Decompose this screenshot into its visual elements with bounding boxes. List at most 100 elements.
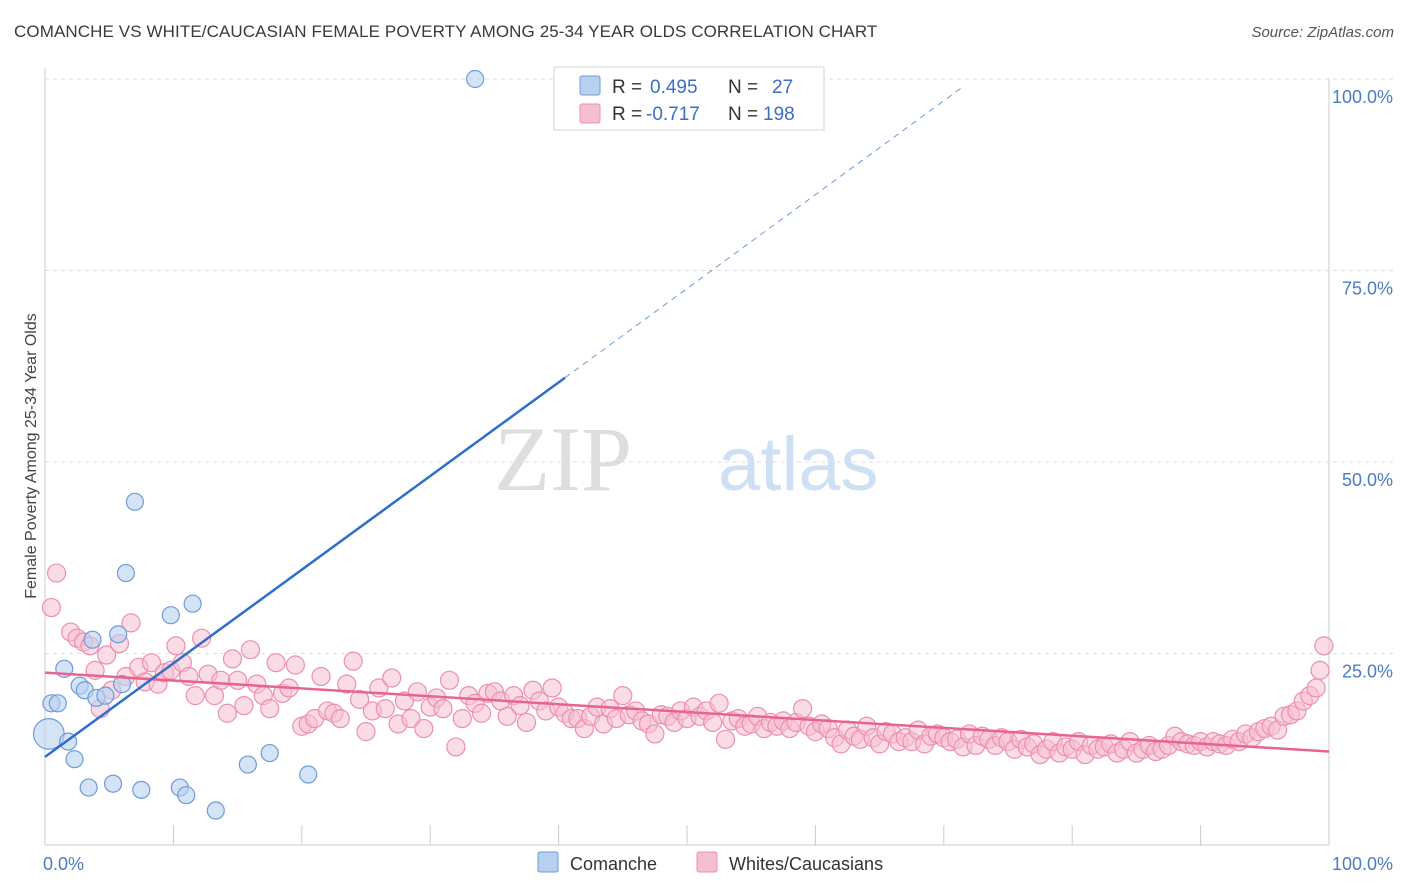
bottom-legend-whites: Whites/Caucasians bbox=[729, 854, 883, 874]
bottom-legend-comanche: Comanche bbox=[570, 854, 657, 874]
point-comanche bbox=[260, 743, 279, 763]
point-whites-caucasians bbox=[141, 653, 162, 673]
point-whites-caucasians bbox=[228, 670, 248, 690]
trend-line-comanche bbox=[44, 376, 566, 758]
point-whites-caucasians bbox=[433, 699, 453, 719]
point-whites-caucasians bbox=[414, 718, 434, 739]
axes bbox=[44, 68, 1330, 846]
point-whites-caucasians bbox=[516, 712, 537, 733]
point-whites-caucasians bbox=[330, 709, 350, 729]
legend-r-label-comanche: R = bbox=[612, 77, 642, 98]
point-whites-caucasians bbox=[41, 597, 62, 618]
point-whites-caucasians bbox=[709, 693, 729, 713]
point-comanche bbox=[112, 675, 132, 694]
point-comanche bbox=[48, 694, 67, 713]
point-comanche bbox=[96, 686, 115, 705]
point-whites-caucasians bbox=[613, 686, 633, 706]
point-whites-caucasians bbox=[497, 706, 517, 726]
chart-title: COMANCHE VS WHITE/CAUCASIAN FEMALE POVER… bbox=[14, 22, 878, 41]
point-whites-caucasians bbox=[121, 613, 141, 633]
point-comanche bbox=[65, 750, 84, 769]
point-comanche bbox=[103, 774, 123, 793]
point-whites-caucasians bbox=[266, 653, 286, 673]
trend-line-whites-caucasians bbox=[44, 671, 1330, 753]
point-whites-caucasians bbox=[452, 709, 472, 729]
y-tick-label: 100.0% bbox=[1332, 87, 1393, 107]
point-whites-caucasians bbox=[382, 668, 402, 688]
point-comanche bbox=[125, 492, 144, 511]
point-comanche bbox=[109, 625, 128, 644]
point-whites-caucasians bbox=[1306, 678, 1326, 698]
comanche-points bbox=[32, 69, 485, 820]
legend-r-label-whites: R = bbox=[612, 104, 642, 125]
point-whites-caucasians bbox=[234, 695, 254, 716]
point-whites-caucasians bbox=[356, 722, 376, 742]
point-whites-caucasians bbox=[645, 724, 665, 744]
watermark-zip: ZIP bbox=[494, 408, 632, 510]
grid-lines bbox=[45, 78, 1394, 654]
legend-n-value-whites: 198 bbox=[763, 104, 795, 125]
point-whites-caucasians bbox=[260, 699, 280, 719]
watermark-atlas: atlas bbox=[718, 422, 879, 507]
tick-labels: 25.0% 50.0% 75.0% 100.0% 0.0% 100.0% bbox=[43, 87, 1393, 874]
point-whites-caucasians bbox=[97, 645, 117, 665]
point-comanche bbox=[161, 606, 180, 625]
point-comanche bbox=[177, 786, 196, 805]
point-whites-caucasians bbox=[703, 712, 723, 733]
point-whites-caucasians bbox=[407, 682, 427, 702]
bottom-legend-swatch-comanche bbox=[537, 851, 559, 873]
point-comanche bbox=[132, 780, 151, 799]
source-label: Source: ZipAtlas.com bbox=[1251, 24, 1394, 41]
point-comanche bbox=[206, 801, 225, 820]
y-tick-label: 75.0% bbox=[1342, 279, 1393, 299]
y-tick-label: 25.0% bbox=[1342, 662, 1393, 682]
trend-lines bbox=[44, 86, 1330, 758]
point-whites-caucasians bbox=[185, 686, 205, 706]
legend-r-value-comanche: 0.495 bbox=[650, 77, 698, 98]
legend-n-label-whites: N = bbox=[728, 104, 758, 125]
legend-r-value-whites: -0.717 bbox=[646, 104, 700, 125]
point-whites-caucasians bbox=[311, 666, 331, 687]
point-whites-caucasians bbox=[349, 689, 370, 710]
point-comanche bbox=[299, 765, 318, 784]
point-whites-caucasians bbox=[1314, 636, 1334, 656]
point-whites-caucasians bbox=[542, 678, 562, 698]
watermark: ZIP atlas bbox=[494, 408, 879, 510]
point-whites-caucasians bbox=[217, 703, 237, 723]
point-whites-caucasians bbox=[715, 729, 736, 749]
top-legend: R = 0.495 N = 27 R = -0.717 N = 198 bbox=[553, 66, 825, 131]
legend-swatch-comanche bbox=[579, 75, 601, 96]
point-whites-caucasians bbox=[1310, 660, 1330, 680]
point-whites-caucasians bbox=[211, 670, 231, 690]
point-comanche bbox=[238, 755, 257, 774]
trend-line-comanche-extension bbox=[564, 86, 964, 379]
point-whites-caucasians bbox=[337, 674, 357, 694]
point-whites-caucasians bbox=[446, 737, 466, 757]
point-whites-caucasians bbox=[401, 709, 421, 729]
point-whites-caucasians bbox=[222, 649, 243, 669]
point-whites-caucasians bbox=[192, 628, 212, 648]
point-comanche bbox=[83, 630, 102, 649]
y-axis-label: Female Poverty Among 25-34 Year Olds bbox=[23, 313, 40, 599]
point-whites-caucasians bbox=[439, 670, 460, 690]
point-whites-caucasians bbox=[510, 695, 530, 716]
point-whites-caucasians bbox=[240, 640, 261, 660]
y-tick-label: 50.0% bbox=[1342, 470, 1393, 490]
bottom-legend-swatch-whites bbox=[696, 851, 718, 873]
point-whites-caucasians bbox=[166, 636, 186, 656]
point-whites-caucasians bbox=[792, 699, 813, 719]
point-whites-caucasians bbox=[46, 563, 67, 583]
point-whites-caucasians bbox=[343, 651, 363, 671]
whites-caucasians-points bbox=[41, 563, 1334, 765]
legend-n-value-comanche: 27 bbox=[772, 77, 793, 98]
point-comanche bbox=[116, 563, 135, 583]
point-comanche bbox=[183, 594, 202, 613]
legend-n-label-comanche: N = bbox=[728, 77, 758, 98]
x-tick-label-min: 0.0% bbox=[43, 854, 84, 874]
point-whites-caucasians bbox=[375, 699, 395, 719]
point-whites-caucasians bbox=[471, 703, 492, 723]
point-comanche bbox=[466, 69, 485, 89]
point-whites-caucasians bbox=[285, 655, 305, 675]
legend-swatch-whites bbox=[579, 103, 601, 124]
